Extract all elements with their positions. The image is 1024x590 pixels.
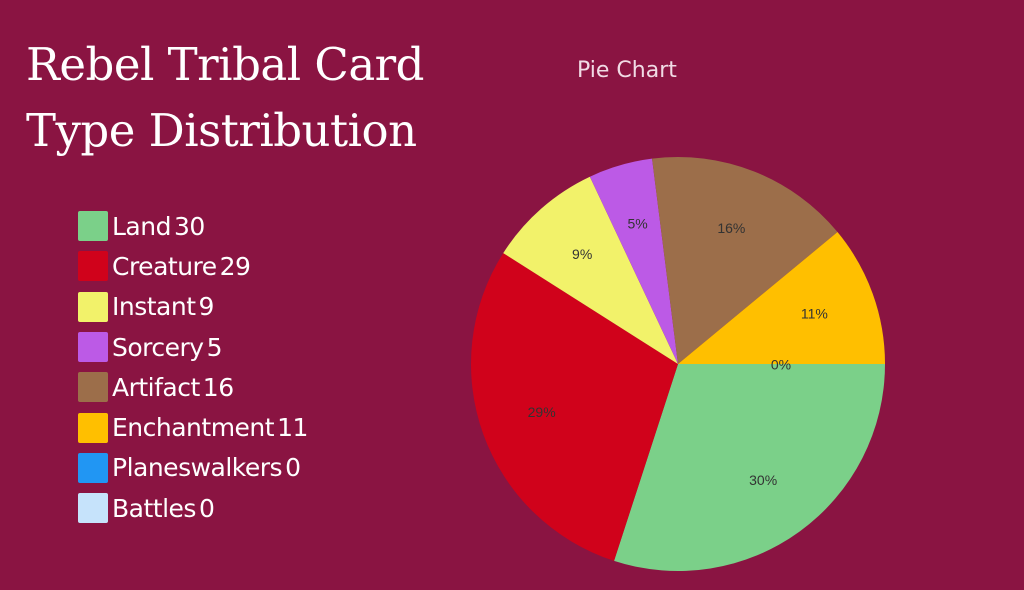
slice-percent-label: 5% [627, 216, 647, 232]
page-title: Rebel Tribal Card Type Distribution [26, 32, 424, 164]
legend-value: 30 [173, 211, 205, 241]
legend-swatch [78, 493, 108, 524]
pie-slice-land[interactable] [614, 364, 885, 571]
slice-percent-label: 30% [749, 472, 777, 488]
legend-label: Artifact [112, 372, 200, 402]
legend-value: 16 [202, 372, 234, 402]
legend-swatch [78, 211, 108, 242]
legend-label: Battles [112, 493, 196, 523]
legend-value: 29 [219, 251, 251, 281]
legend-value: 0 [198, 493, 215, 523]
legend-label: Planeswalkers [112, 453, 283, 483]
legend-swatch [78, 372, 108, 403]
legend-value: 9 [198, 292, 215, 322]
legend-swatch [78, 291, 108, 322]
legend-item-enchantment[interactable]: Enchantment 11 [78, 407, 308, 447]
slice-percent-label: 16% [717, 220, 745, 236]
legend-label: Creature [112, 251, 217, 281]
legend-value: 11 [277, 413, 308, 443]
slice-percent-label: 29% [528, 404, 556, 420]
legend-item-sorcery[interactable]: Sorcery 5 [78, 327, 308, 367]
slice-percent-label: 9% [572, 246, 592, 262]
legend-value: 5 [206, 332, 223, 362]
legend-item-planeswalkers[interactable]: Planeswalkers 0 [78, 448, 308, 488]
legend-swatch [78, 332, 108, 363]
legend-swatch [78, 251, 108, 282]
legend-item-creature[interactable]: Creature 29 [78, 246, 308, 286]
legend-item-battles[interactable]: Battles 0 [78, 488, 308, 528]
pie-slice-instant[interactable] [503, 176, 678, 364]
pie-slice-creature[interactable] [471, 253, 678, 561]
legend-label: Enchantment [112, 413, 275, 443]
slice-percent-label: 0% [771, 357, 791, 373]
legend-swatch [78, 452, 108, 483]
chart-legend: Land 30 Creature 29 Instant 9 Sorcery 5 Artifact… [78, 206, 308, 528]
slice-percent-label: 11% [801, 306, 828, 322]
legend-item-instant[interactable]: Instant 9 [78, 287, 308, 327]
legend-item-land[interactable]: Land 30 [78, 206, 308, 246]
legend-item-artifact[interactable]: Artifact 16 [78, 367, 308, 407]
pie-slice-enchantment[interactable] [678, 232, 885, 364]
legend-label: Instant [112, 292, 196, 322]
title-line-1: Rebel Tribal Card [26, 38, 424, 91]
pie-slice-sorcery[interactable] [589, 158, 678, 364]
legend-value: 0 [285, 453, 301, 483]
legend-label: Sorcery [112, 332, 204, 362]
title-line-2: Type Distribution [26, 104, 417, 157]
chart-subtitle: Pie Chart [577, 58, 677, 83]
legend-label: Land [112, 211, 171, 241]
pie-slice-artifact[interactable] [652, 157, 838, 364]
legend-swatch [78, 412, 108, 443]
